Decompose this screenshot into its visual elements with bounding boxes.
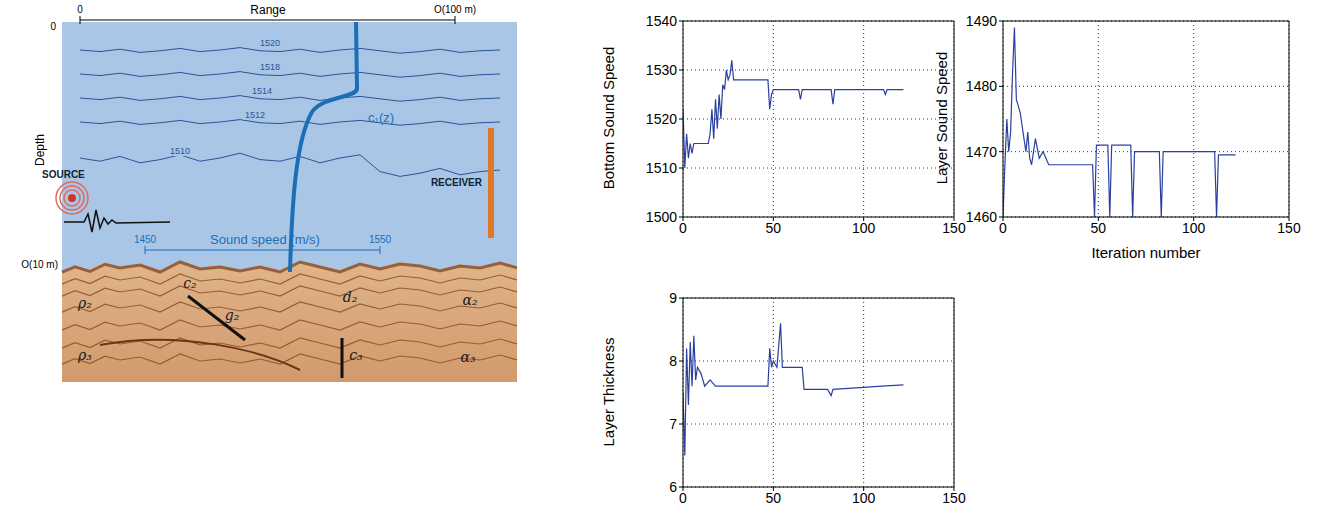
svg-text:1480: 1480	[966, 78, 997, 94]
svg-text:150: 150	[942, 220, 966, 236]
html-text:Iteration number: Iteration number	[1091, 244, 1201, 261]
svg-text:Depth: Depth	[33, 134, 47, 166]
svg-text:ρ₃: ρ₃	[77, 347, 92, 363]
svg-text:1518: 1518	[260, 62, 280, 72]
svg-text:1512: 1512	[245, 110, 265, 120]
svg-text:1530: 1530	[646, 62, 677, 78]
svg-text:100: 100	[1182, 220, 1206, 236]
svg-text:c₂: c₂	[183, 275, 197, 291]
svg-text:g₂: g₂	[225, 307, 240, 323]
svg-text:ρ₂: ρ₂	[77, 295, 92, 311]
svg-text:50: 50	[766, 220, 782, 236]
svg-text:100: 100	[852, 490, 876, 506]
svg-text:1520: 1520	[260, 38, 280, 48]
svg-text:50: 50	[766, 490, 782, 506]
svg-text:8: 8	[669, 353, 677, 369]
svg-text:100: 100	[852, 220, 876, 236]
svg-text:6: 6	[669, 479, 677, 495]
svg-text:0: 0	[679, 490, 687, 506]
svg-text:50: 50	[1091, 220, 1107, 236]
svg-text:1460: 1460	[966, 209, 997, 225]
svg-text:1500: 1500	[646, 209, 677, 225]
svg-text:d₂: d₂	[343, 289, 358, 305]
svg-text:1514: 1514	[252, 86, 272, 96]
svg-text:Range: Range	[250, 3, 286, 17]
svg-text:c₁(z): c₁(z)	[368, 110, 394, 125]
svg-text:O(100 m): O(100 m)	[434, 4, 476, 15]
svg-text:0: 0	[50, 21, 56, 32]
svg-text:RECEIVER: RECEIVER	[431, 177, 483, 188]
svg-text:7: 7	[669, 416, 677, 432]
svg-text:Sound speed (m/s): Sound speed (m/s)	[210, 232, 320, 247]
svg-text:0: 0	[999, 220, 1007, 236]
svg-text:150: 150	[1277, 220, 1301, 236]
svg-text:1470: 1470	[966, 144, 997, 160]
svg-text:SOURCE: SOURCE	[42, 169, 85, 180]
svg-text:1450: 1450	[134, 234, 157, 245]
svg-text:α₂: α₂	[462, 292, 477, 308]
svg-text:1520: 1520	[646, 111, 677, 127]
svg-text:150: 150	[942, 490, 966, 506]
svg-text:0: 0	[679, 220, 687, 236]
svg-text:1510: 1510	[646, 160, 677, 176]
svg-text:1540: 1540	[646, 13, 677, 29]
svg-text:1550: 1550	[369, 234, 392, 245]
svg-text:9: 9	[669, 290, 677, 306]
svg-text:1490: 1490	[966, 13, 997, 29]
html-text:Layer Thickness: Layer Thickness	[600, 337, 617, 446]
svg-text:c₃: c₃	[349, 347, 363, 363]
html-text:Layer Sound Speed: Layer Sound Speed	[933, 51, 950, 185]
svg-text:α₃: α₃	[460, 349, 475, 365]
svg-text:0: 0	[77, 4, 83, 15]
svg-text:1510: 1510	[170, 146, 190, 156]
svg-text:O(10 m): O(10 m)	[21, 259, 58, 270]
html-text:Bottom Sound Speed: Bottom Sound Speed	[600, 46, 617, 190]
